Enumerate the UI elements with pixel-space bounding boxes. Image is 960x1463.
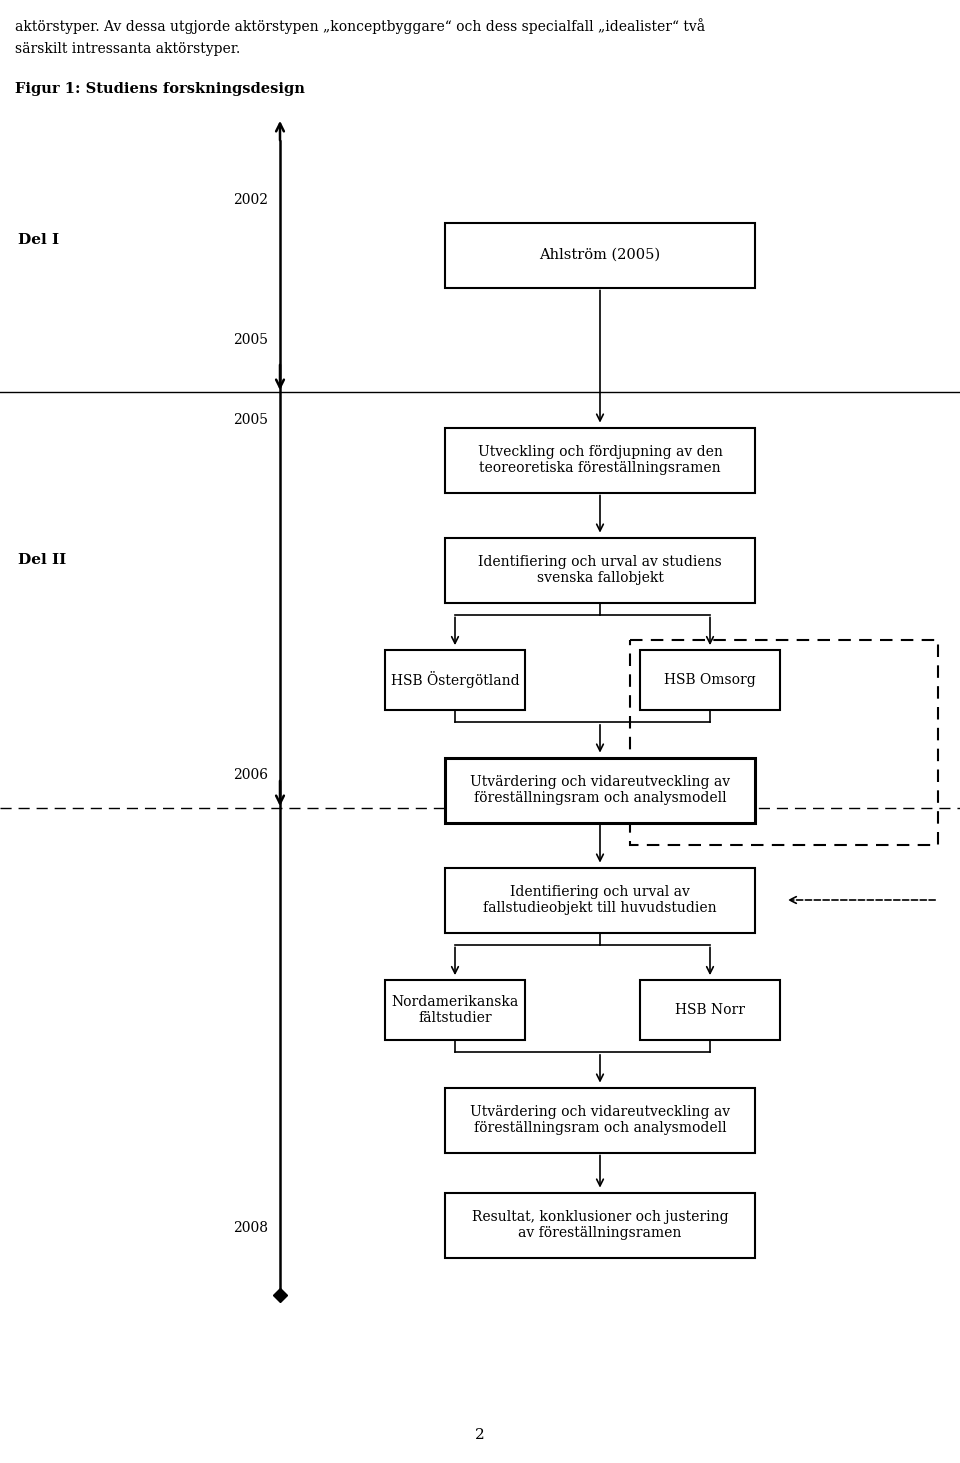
Text: Utveckling och fördjupning av den
teoreoretiska föreställningsramen: Utveckling och fördjupning av den teoreo… — [477, 445, 723, 475]
Text: Del I: Del I — [18, 233, 60, 247]
Text: Utvärdering och vidareutveckling av
föreställningsram och analysmodell: Utvärdering och vidareutveckling av före… — [470, 1105, 730, 1135]
Text: Identifiering och urval av studiens
svenska fallobjekt: Identifiering och urval av studiens sven… — [478, 554, 722, 585]
Text: 2006: 2006 — [233, 768, 268, 783]
Text: 2005: 2005 — [233, 334, 268, 347]
Text: Resultat, konklusioner och justering
av föreställningsramen: Resultat, konklusioner och justering av … — [471, 1210, 729, 1241]
Bar — [385, 650, 525, 710]
Bar — [445, 758, 755, 822]
Text: HSB Omsorg: HSB Omsorg — [664, 673, 756, 688]
Text: Ahlström (2005): Ahlström (2005) — [540, 249, 660, 262]
Bar — [445, 427, 755, 493]
Text: Identifiering och urval av
fallstudieobjekt till huvudstudien: Identifiering och urval av fallstudieobj… — [483, 885, 717, 914]
Text: Del II: Del II — [18, 553, 66, 568]
Bar — [630, 639, 938, 844]
Text: aktörstyper. Av dessa utgjorde aktörstypen „konceptbyggare“ och dess specialfall: aktörstyper. Av dessa utgjorde aktörstyp… — [15, 18, 706, 34]
Bar — [445, 1192, 755, 1258]
Text: Utvärdering och vidareutveckling av
föreställningsram och analysmodell: Utvärdering och vidareutveckling av före… — [470, 775, 730, 805]
Text: 2: 2 — [475, 1428, 485, 1443]
Bar — [385, 980, 525, 1040]
Bar — [445, 537, 755, 603]
Text: 2005: 2005 — [233, 413, 268, 427]
Text: Nordamerikanska
fältstudier: Nordamerikanska fältstudier — [392, 995, 518, 1026]
Text: 2008: 2008 — [233, 1222, 268, 1235]
Bar — [640, 980, 780, 1040]
Bar — [445, 1087, 755, 1153]
Text: HSB Norr: HSB Norr — [675, 1004, 745, 1017]
Text: HSB Östergötland: HSB Östergötland — [391, 672, 519, 689]
Bar — [640, 650, 780, 710]
Bar — [445, 868, 755, 932]
Text: Figur 1: Studiens forskningsdesign: Figur 1: Studiens forskningsdesign — [15, 82, 305, 97]
Text: särskilt intressanta aktörstyper.: särskilt intressanta aktörstyper. — [15, 42, 240, 56]
Bar — [445, 222, 755, 288]
Text: 2002: 2002 — [233, 193, 268, 206]
